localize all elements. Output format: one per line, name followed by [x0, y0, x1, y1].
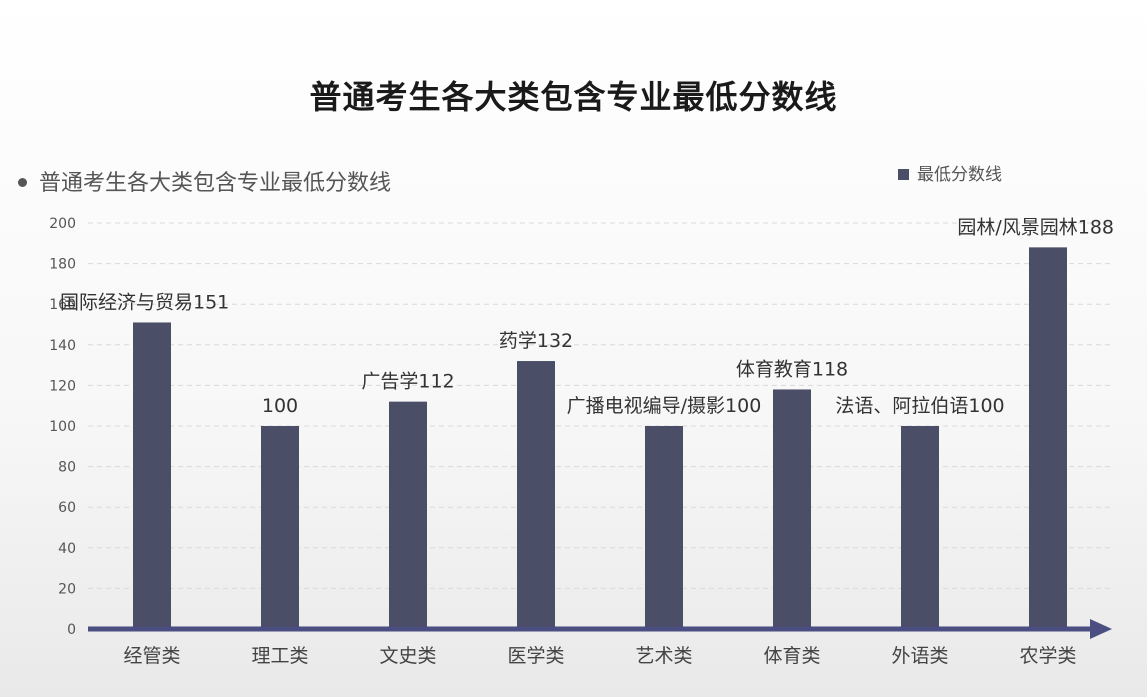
- x-tick-label: 经管类: [123, 645, 180, 667]
- data-label: 100: [262, 395, 298, 417]
- y-tick-label: 0: [67, 622, 76, 638]
- bar: [901, 426, 939, 629]
- bar: [645, 426, 683, 629]
- data-label: 体育教育118: [736, 358, 848, 380]
- x-tick-label: 理工类: [251, 645, 308, 667]
- bar: [773, 389, 811, 629]
- y-tick-label: 60: [58, 500, 76, 516]
- y-tick-label: 20: [58, 581, 76, 597]
- data-label: 药学132: [499, 330, 573, 352]
- bar: [261, 426, 299, 629]
- y-tick-label: 80: [58, 460, 76, 476]
- legend-label: 最低分数线: [917, 165, 1002, 185]
- data-label: 园林/风景园林188: [957, 216, 1114, 238]
- legend-swatch: [898, 168, 909, 180]
- y-tick-label: 120: [49, 378, 76, 394]
- data-label: 国际经济与贸易151: [60, 291, 229, 313]
- bar: [1029, 247, 1067, 630]
- data-label: 广告学112: [361, 371, 454, 393]
- y-tick-label: 40: [58, 541, 76, 557]
- data-label: 广播电视编导/摄影100: [567, 395, 762, 417]
- y-tick-label: 100: [49, 419, 76, 435]
- y-tick-label: 160: [49, 297, 76, 313]
- chart-title: 普通考生各大类包含专业最低分数线: [309, 78, 838, 116]
- y-tick-label: 200: [49, 216, 76, 232]
- x-tick-label: 艺术类: [635, 645, 692, 667]
- x-tick-label: 医学类: [507, 645, 564, 667]
- chart-subtitle: 普通考生各大类包含专业最低分数线: [18, 165, 391, 197]
- bar: [517, 361, 555, 629]
- bar: [389, 401, 427, 629]
- bullet-dot-icon: [18, 177, 27, 187]
- legend: 最低分数线: [898, 160, 1002, 185]
- x-axis-arrow-icon: [1090, 619, 1112, 639]
- bar: [133, 322, 171, 629]
- chart-subtitle-text: 普通考生各大类包含专业最低分数线: [39, 171, 392, 196]
- y-tick-label: 180: [49, 257, 76, 273]
- x-tick-label: 农学类: [1019, 645, 1076, 667]
- x-tick-label: 体育类: [763, 645, 820, 667]
- y-tick-label: 140: [49, 338, 76, 354]
- x-tick-label: 文史类: [379, 645, 436, 667]
- data-label: 法语、阿拉伯语100: [835, 395, 1004, 417]
- x-tick-label: 外语类: [891, 645, 948, 667]
